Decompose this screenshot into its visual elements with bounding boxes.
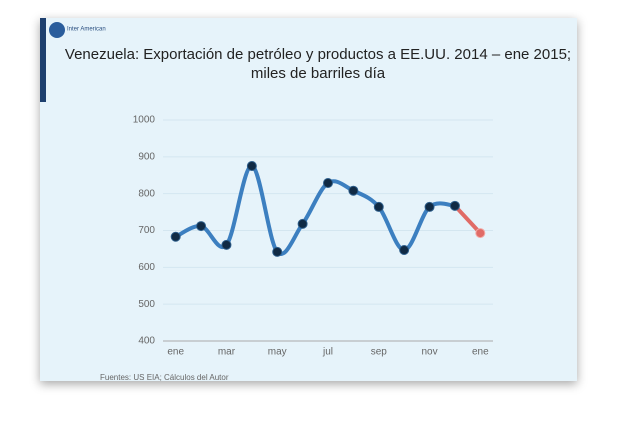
point xyxy=(424,201,435,212)
x-tick-label: ene xyxy=(167,347,184,358)
point xyxy=(348,185,359,196)
point xyxy=(475,228,486,239)
point xyxy=(221,239,232,250)
point xyxy=(399,245,410,256)
logo-icon xyxy=(49,22,65,38)
y-tick-label: 600 xyxy=(138,262,155,273)
x-tick-label: mar xyxy=(218,347,236,358)
y-tick-label: 800 xyxy=(138,188,155,199)
point xyxy=(246,161,257,172)
y-tick-label: 500 xyxy=(138,299,155,310)
slide xyxy=(40,18,577,381)
x-tick-label: sep xyxy=(371,347,388,358)
x-tick-label: ene xyxy=(472,347,489,358)
y-tick-label: 700 xyxy=(138,225,155,236)
source: Fuentes: US EIA; Cálculos del Autor xyxy=(100,373,229,382)
point xyxy=(297,218,308,229)
point xyxy=(449,200,460,211)
x-tick-label: may xyxy=(268,347,287,358)
point xyxy=(196,221,207,232)
point xyxy=(323,177,333,188)
x-tick-label: nov xyxy=(421,347,437,358)
x-tick-label: jul xyxy=(322,347,333,358)
point xyxy=(373,201,384,212)
point xyxy=(170,231,181,242)
logo-text: Inter American xyxy=(67,27,106,33)
point xyxy=(272,246,283,257)
chart-title: Venezuela: Exportación de petróleo y pro… xyxy=(65,46,571,63)
y-tick-label: 900 xyxy=(138,151,155,162)
side-bar xyxy=(40,18,46,102)
line-last xyxy=(452,203,483,236)
chart-subtitle: miles de barriles día xyxy=(251,65,386,82)
y-tick-label: 400 xyxy=(138,336,155,347)
y-tick-label: 1000 xyxy=(133,115,156,126)
